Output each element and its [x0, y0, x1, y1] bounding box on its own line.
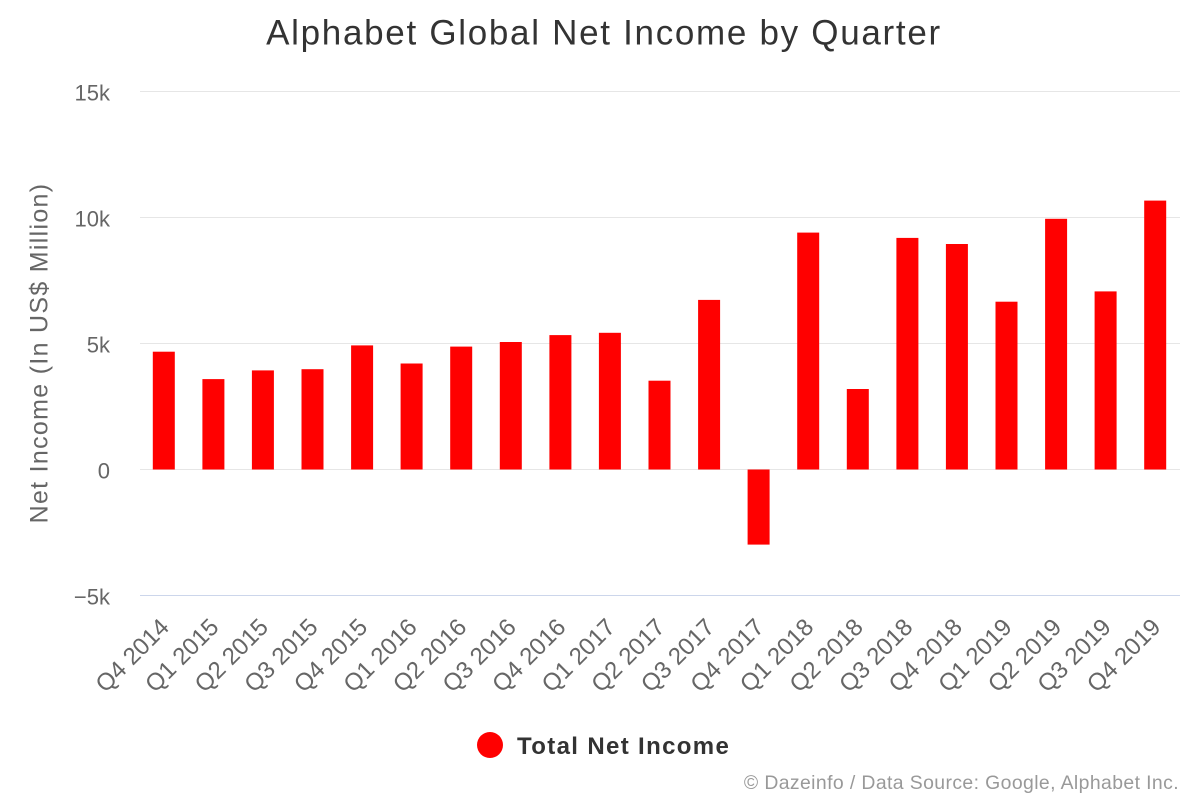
svg-text:15k: 15k — [75, 81, 111, 106]
svg-text:Alphabet Global Net Income by: Alphabet Global Net Income by Quarter — [266, 14, 942, 53]
svg-text:−5k: −5k — [74, 585, 111, 610]
svg-text:© Dazeinfo / Data Source: Goog: © Dazeinfo / Data Source: Google, Alphab… — [744, 772, 1179, 794]
svg-text:10k: 10k — [75, 207, 111, 232]
svg-text:5k: 5k — [87, 333, 111, 358]
svg-text:Total Net Income: Total Net Income — [517, 733, 730, 760]
svg-text:Net Income (In US$ Million): Net Income (In US$ Million) — [26, 183, 54, 524]
svg-text:0: 0 — [98, 459, 110, 484]
